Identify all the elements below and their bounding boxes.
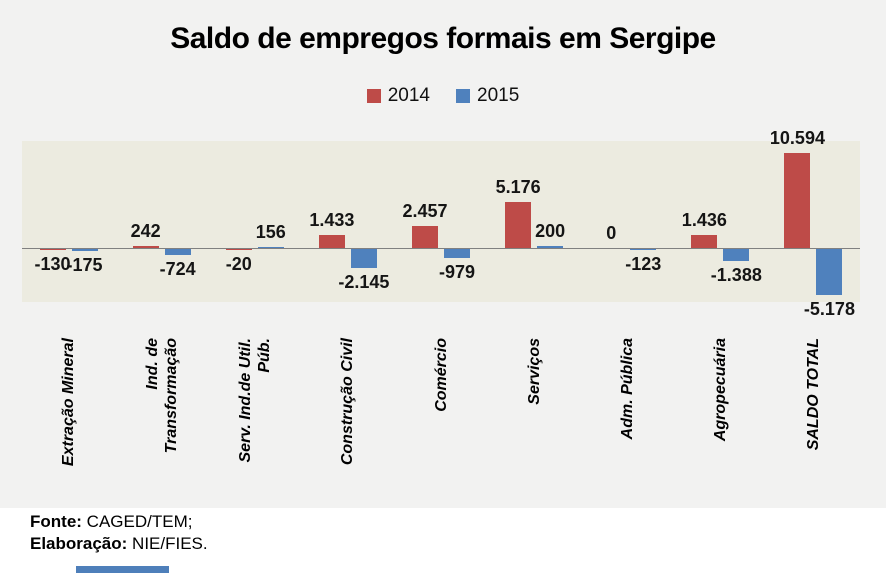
- fonte-line: Fonte: CAGED/TEM;: [30, 511, 208, 533]
- legend-swatch-2014: [366, 89, 381, 103]
- data-label-2015-4: -2.145: [338, 272, 390, 293]
- legend-label: 2015: [477, 85, 520, 106]
- category-label-8: Agropecuária: [711, 338, 729, 442]
- bar-2015-4: [350, 249, 377, 269]
- data-label-2014-4: 1.433: [309, 210, 355, 231]
- data-label-2014-7: 0: [606, 223, 617, 244]
- bar-2014-5: [412, 226, 438, 249]
- category-label-3: Serv. Ind.de Util. Púb.: [236, 338, 273, 463]
- source-note: Fonte: CAGED/TEM; Elaboração: NIE/FIES.: [30, 511, 208, 555]
- data-label-2014-6: 5.176: [495, 177, 541, 198]
- elaboracao-line: Elaboração: NIE/FIES.: [30, 533, 208, 555]
- legend-label: 2014: [387, 85, 430, 106]
- data-label-2015-6: 200: [535, 221, 566, 242]
- data-label-2014-5: 2.457: [402, 201, 448, 222]
- data-label-2014-3: -20: [225, 254, 252, 275]
- fonte-value: CAGED/TEM;: [86, 512, 193, 531]
- elaboracao-value: NIE/FIES.: [132, 534, 208, 553]
- data-label-2014-9: 10.594: [769, 128, 825, 149]
- bar-2015-6: [537, 246, 564, 249]
- bar-2015-7: [630, 249, 657, 251]
- chart-legend: 2014 2015: [0, 85, 886, 107]
- legend-swatch-2015: [456, 89, 470, 103]
- category-label-9: SALDO TOTAL: [804, 338, 822, 451]
- data-label-2015-7: -123: [625, 254, 662, 275]
- bar-2015-8: [723, 249, 750, 262]
- elaboracao-label: Elaboração:: [30, 534, 128, 553]
- category-label-7: Adm. Pública: [618, 338, 636, 440]
- bar-2015-9: [816, 249, 843, 296]
- category-label-5: Comércio: [432, 338, 450, 412]
- fonte-label: Fonte:: [30, 512, 82, 531]
- bar-2014-1: [39, 249, 66, 251]
- bar-2014-6: [505, 202, 532, 249]
- data-label-2014-2: 242: [130, 221, 161, 242]
- data-label-2014-8: 1.436: [681, 210, 727, 231]
- legend-item-2014: 2014: [366, 85, 430, 107]
- data-label-2014-1: -130: [34, 254, 71, 275]
- data-label-2015-9: -5.178: [803, 299, 855, 320]
- bottom-blue-strip: [76, 566, 169, 573]
- bar-2014-4: [318, 235, 345, 249]
- plot-area: -130 -175 242 -724 -20 156 1.433 -2.145 2.457 -97…: [22, 128, 860, 319]
- bar-2014-2: [132, 246, 159, 249]
- bar-2015-2: [164, 249, 191, 256]
- bar-2015-1: [71, 249, 98, 252]
- chart-title: Saldo de empregos formais em Sergipe: [170, 22, 716, 55]
- bar-2014-3: [225, 249, 252, 251]
- category-label-6: Serviços: [525, 338, 543, 405]
- category-label-1: Extração Mineral: [60, 338, 78, 467]
- legend-item-2015: 2015: [456, 85, 519, 107]
- data-label-2015-3: 156: [255, 222, 286, 243]
- bar-2015-3: [257, 247, 284, 249]
- data-label-2015-2: -724: [159, 259, 196, 280]
- data-label-2015-8: -1.388: [710, 265, 762, 286]
- category-label-2: Ind. de Transformação: [143, 338, 180, 454]
- bar-2014-9: [784, 153, 811, 249]
- bar-2014-8: [691, 235, 718, 249]
- category-label-4: Construção Civil: [339, 338, 357, 466]
- bar-2015-5: [444, 249, 470, 259]
- data-label-2015-5: -979: [438, 262, 476, 283]
- x-axis-line: [22, 248, 860, 250]
- data-label-2015-1: -175: [66, 255, 103, 276]
